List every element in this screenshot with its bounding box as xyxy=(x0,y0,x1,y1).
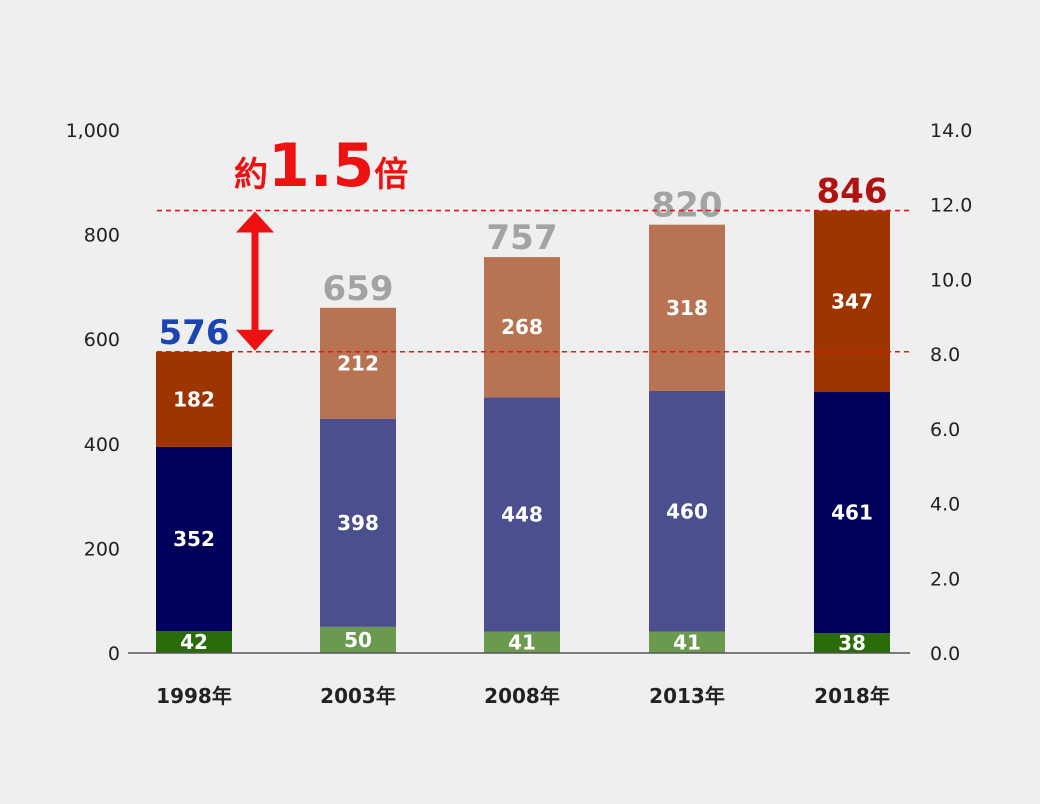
segment-value-label: 352 xyxy=(173,527,215,551)
segment-value-label: 50 xyxy=(344,628,372,652)
bar-segment xyxy=(320,307,396,419)
segment-value-label: 38 xyxy=(838,631,866,655)
y2-tick-label: 10.0 xyxy=(930,269,972,291)
bar-segment xyxy=(814,633,890,653)
bar-segment xyxy=(484,397,560,632)
segment-value-label: 318 xyxy=(666,296,708,320)
ratio-prefix: 約 xyxy=(234,155,268,195)
y2-tick-label: 14.0 xyxy=(930,120,972,142)
y2-tick-label: 4.0 xyxy=(930,494,960,516)
bar-segment xyxy=(320,626,396,653)
segment-value-label: 347 xyxy=(831,289,873,313)
y-tick-label: 200 xyxy=(84,538,120,560)
bar-segment xyxy=(814,392,890,634)
category-label: 2008年 xyxy=(484,684,560,708)
bar-segment xyxy=(156,631,232,653)
bar-segment xyxy=(814,210,890,393)
bar-segment xyxy=(484,631,560,653)
y-tick-label: 0 xyxy=(108,643,120,665)
segment-value-label: 460 xyxy=(666,499,708,523)
y-tick-label: 800 xyxy=(84,225,120,247)
y2-tick-label: 12.0 xyxy=(930,195,972,217)
y-tick-label: 600 xyxy=(84,329,120,351)
total-value-label: 757 xyxy=(487,218,558,258)
bar-segment xyxy=(649,631,725,653)
total-value-label: 820 xyxy=(652,186,723,226)
arrow-head-down xyxy=(236,329,274,351)
bar-segment xyxy=(649,390,725,632)
total-value-label: 576 xyxy=(159,313,230,353)
arrow-head-up xyxy=(236,211,274,233)
segment-value-label: 212 xyxy=(337,351,379,375)
category-label: 2018年 xyxy=(814,684,890,708)
y-tick-label: 1,000 xyxy=(66,120,120,142)
bar-segment xyxy=(320,418,396,627)
y2-tick-label: 2.0 xyxy=(930,568,960,590)
y2-tick-label: 0.0 xyxy=(930,643,960,665)
segment-value-label: 42 xyxy=(180,630,208,654)
category-label: 1998年 xyxy=(156,684,232,708)
y2-tick-label: 8.0 xyxy=(930,344,960,366)
bar-segment xyxy=(156,446,232,632)
category-label: 2003年 xyxy=(320,684,396,708)
segment-value-label: 461 xyxy=(831,501,873,525)
bar-segment xyxy=(649,224,725,391)
segment-value-label: 448 xyxy=(501,502,543,526)
ratio-value: 1.5 xyxy=(268,131,374,201)
total-value-label: 659 xyxy=(323,269,394,309)
segment-value-label: 182 xyxy=(173,387,215,411)
y-tick-label: 400 xyxy=(84,434,120,456)
y2-tick-label: 6.0 xyxy=(930,419,960,441)
segment-value-label: 268 xyxy=(501,315,543,339)
segment-value-label: 398 xyxy=(337,511,379,535)
segment-value-label: 41 xyxy=(673,630,701,654)
bar-segment xyxy=(484,257,560,398)
ratio-suffix: 倍 xyxy=(374,155,408,195)
segment-value-label: 41 xyxy=(508,630,536,654)
ratio-annotation: 約1.5倍 xyxy=(234,131,408,201)
bar-segment xyxy=(156,351,232,447)
total-value-label: 846 xyxy=(817,172,888,212)
category-label: 2013年 xyxy=(649,684,725,708)
